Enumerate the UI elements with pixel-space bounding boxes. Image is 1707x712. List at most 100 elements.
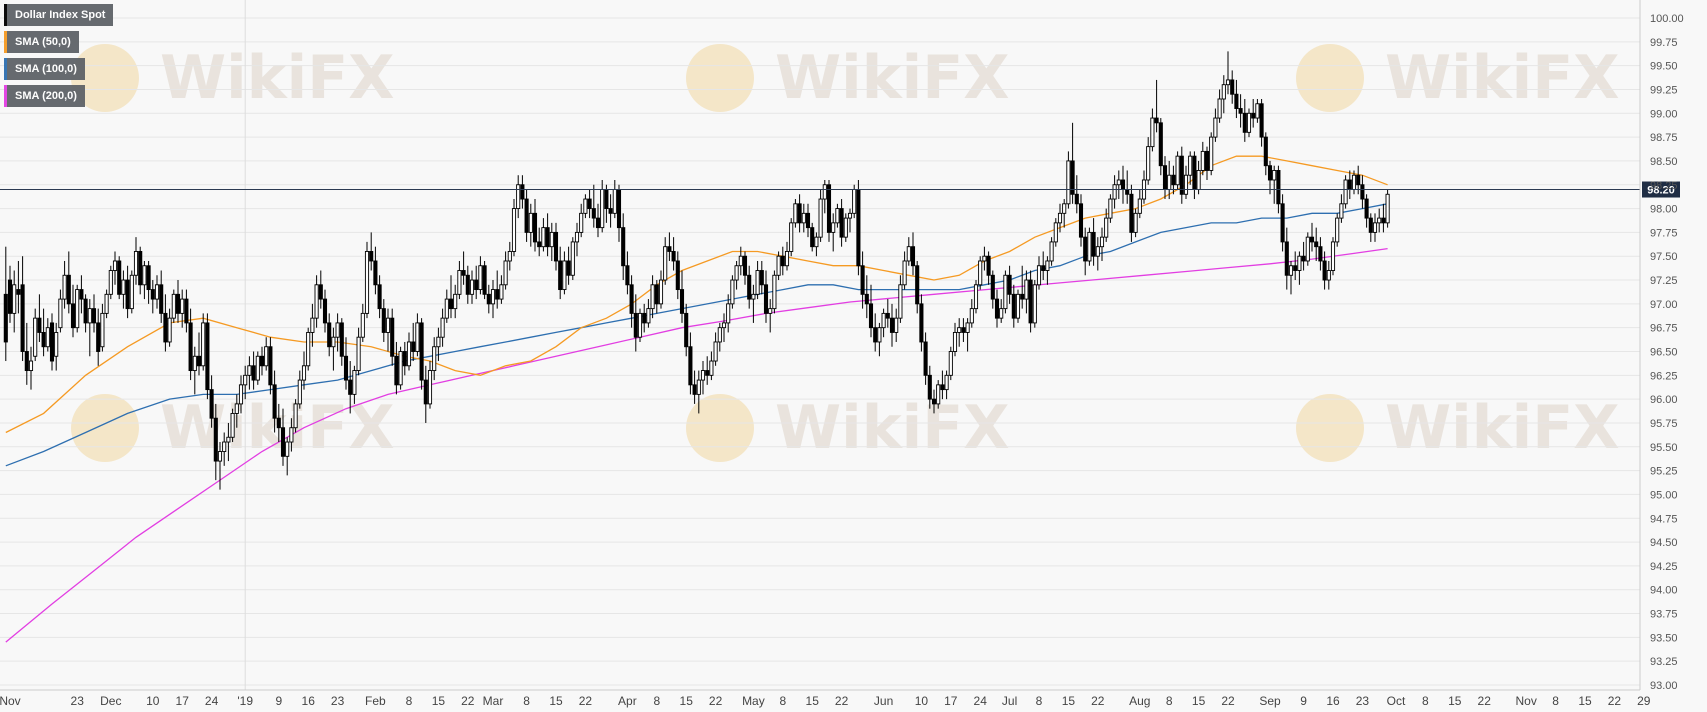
candle-body [377,284,382,310]
candle-body [398,351,403,386]
y-tick-label: 96.25 [1650,370,1678,382]
candle [906,237,911,266]
candle-body [558,260,563,291]
x-tick-label: Oct [1387,694,1406,708]
legend-label: SMA (100,0) [15,63,77,75]
candle [230,408,235,443]
candle-body [390,317,395,357]
candle-body [894,317,899,333]
candle-body [1099,236,1105,248]
candle-body [902,260,907,286]
x-tick-label: 17 [176,694,190,708]
candle-body [243,374,248,386]
candle [461,251,466,285]
candle [1255,98,1260,123]
candle-body [675,260,680,291]
candle [587,189,592,219]
candle [96,308,101,366]
candle-body [528,212,533,233]
candle-body [1015,293,1021,319]
candle [1259,98,1264,147]
candle-body [1314,241,1319,248]
candle [33,308,38,362]
candle [1364,194,1369,228]
candle [423,365,428,423]
x-tick-label: Dec [100,694,121,708]
candle-body [738,255,743,267]
candle-body [835,208,840,224]
candle-body [117,260,122,295]
candle [541,218,546,252]
candle-body [163,312,168,343]
candle [570,237,575,281]
legend-item-price[interactable]: Dollar Index Spot [4,4,114,26]
candle-body [1276,170,1281,205]
candle [453,284,458,319]
candle-body [1301,255,1306,262]
x-tick-label: Feb [365,694,386,708]
x-tick-label: 8 [1166,694,1173,708]
candle-body [352,370,357,395]
candle-body [1372,222,1378,233]
candle-body [1322,260,1327,281]
candle [37,294,42,342]
candle-body [982,255,987,262]
candle [923,332,928,385]
candle [717,322,722,352]
candle [54,322,59,371]
candle [814,232,819,257]
candle [1070,122,1075,204]
sma200-path [5,247,1388,643]
candle-body [1297,255,1302,271]
candle [1028,270,1033,333]
candle-body [759,270,764,286]
candle [285,437,290,476]
candle [1318,237,1323,271]
candle [188,308,193,381]
candle [868,284,874,338]
candle-body [20,284,25,352]
x-tick-label: 10 [146,694,160,708]
legend-item-sma200[interactable]: SMA (200,0) [4,85,85,107]
candle-body [1062,203,1067,214]
candle-body [205,322,210,391]
candle-body [591,208,596,219]
candle [667,232,672,261]
legend-item-sma50[interactable]: SMA (50,0) [4,31,79,53]
legend-swatch [4,58,7,80]
candle-body [247,365,252,376]
candle-body [91,308,97,324]
candle [747,265,752,309]
candle [318,270,323,309]
candle [1209,132,1214,176]
candle [314,275,319,328]
candle-body [961,327,966,333]
candle-body [1326,270,1331,281]
candle-body [1024,279,1029,300]
candle-body [1011,293,1016,319]
candle-body [1284,241,1289,276]
candle [49,313,55,371]
legend-item-sma100[interactable]: SMA (100,0) [4,58,85,80]
candle [1217,89,1222,123]
candle-body [1280,203,1285,243]
candle-body [1125,189,1130,195]
x-tick-label: Sep [1259,694,1281,708]
candle-body [1356,174,1361,186]
candle-body [1070,160,1075,195]
candle [1246,108,1252,138]
candle [163,294,168,352]
candle-body [1020,293,1025,300]
candle-body [499,284,504,300]
candle-body [616,189,622,229]
candle [1381,203,1386,233]
candle-body [973,284,979,310]
candle-body [978,260,983,286]
candle-body [1217,98,1222,119]
candle [272,370,277,433]
candle-body [889,317,895,333]
candle-body [474,279,479,291]
candle [369,232,374,271]
